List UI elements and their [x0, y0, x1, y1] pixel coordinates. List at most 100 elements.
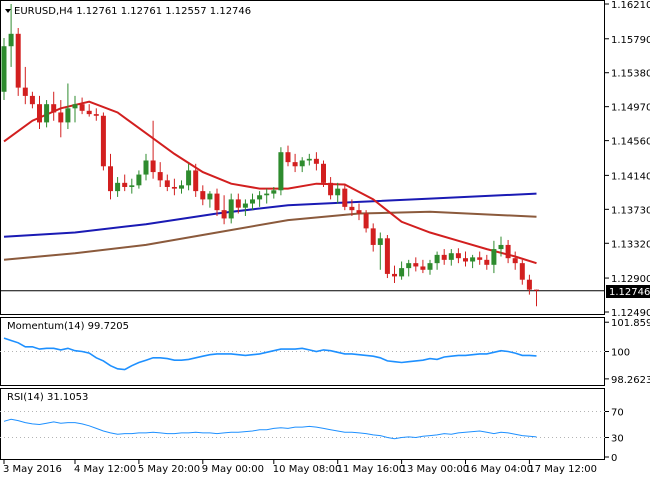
candle	[86, 104, 92, 117]
candle	[115, 177, 121, 197]
candle-body	[392, 273, 397, 277]
candle	[15, 28, 21, 96]
candle	[257, 191, 263, 207]
candle	[51, 91, 57, 121]
candle	[29, 91, 35, 109]
candle-body	[321, 163, 326, 183]
candle-body	[477, 257, 483, 260]
candle	[108, 153, 113, 200]
candle-body	[406, 263, 412, 269]
candle-body	[328, 182, 334, 196]
candle	[434, 251, 440, 270]
price-tick-label: 1.16210	[611, 0, 650, 11]
candle-body	[526, 279, 532, 290]
price-tick-label: 1.13320	[611, 239, 650, 250]
rsi-line	[3, 418, 537, 440]
candle	[164, 174, 170, 192]
candle-body	[413, 263, 419, 267]
candle	[335, 182, 341, 204]
symbol-header: EURUSD,H4 1.12761 1.12761 1.12557 1.1274…	[14, 6, 251, 17]
candle-body	[342, 188, 348, 207]
candle-body	[512, 258, 518, 264]
candle-body	[29, 95, 35, 105]
candle-body	[186, 170, 192, 186]
momentum-tick-label: 100	[611, 348, 630, 359]
candle	[321, 160, 326, 187]
candle	[484, 254, 490, 270]
candle	[271, 186, 277, 199]
candle-body	[228, 199, 234, 219]
candle	[44, 100, 50, 128]
candle	[377, 232, 383, 270]
candle-body	[498, 244, 504, 250]
candle	[200, 185, 206, 206]
momentum-tick-label: 98.2623	[611, 375, 650, 386]
candle	[392, 265, 397, 284]
candle	[100, 112, 106, 171]
candle	[299, 157, 305, 173]
candle-body	[8, 33, 14, 47]
candle-body	[179, 185, 184, 189]
candle-body	[214, 193, 220, 211]
candle-body	[122, 182, 128, 187]
candle-body	[427, 263, 433, 270]
candle-body	[200, 191, 206, 200]
candle-body	[100, 115, 106, 167]
candle	[463, 251, 468, 267]
candle	[285, 145, 291, 167]
candle-body	[250, 199, 255, 204]
time-tick-label: 3 May 2016	[3, 464, 62, 475]
candle-body	[79, 104, 85, 111]
candle	[150, 120, 156, 179]
candle	[498, 236, 504, 257]
rsi-tick-label: 70	[611, 408, 624, 419]
candle	[342, 185, 348, 211]
time-tick-label: 16 May 04:00	[465, 464, 534, 475]
candle-body	[292, 162, 298, 167]
rsi-label: RSI(14) 31.1053	[7, 392, 88, 403]
candle-body	[420, 266, 426, 270]
candle-body	[441, 254, 447, 260]
candle	[427, 259, 433, 275]
time-tick-label: 9 May 00:00	[202, 464, 264, 475]
candle-body	[299, 160, 305, 167]
time-tick-label: 17 May 12:00	[528, 464, 597, 475]
candle-body	[164, 180, 170, 187]
candle	[491, 240, 497, 274]
candle	[384, 235, 390, 279]
price-tick-label: 1.14560	[611, 137, 650, 148]
indicator-layer	[3, 337, 537, 440]
time-tick-label: 11 May 16:00	[337, 464, 406, 475]
candle-body	[519, 263, 525, 280]
price-tick-label: 1.14970	[611, 103, 650, 114]
candle	[306, 153, 312, 166]
candle	[526, 274, 532, 295]
rsi-panel	[0, 388, 605, 460]
candle	[157, 162, 163, 187]
candle-body	[463, 258, 468, 262]
candle	[129, 178, 135, 194]
price-tick-label: 1.14140	[611, 171, 650, 182]
candle	[179, 180, 184, 194]
candle-body	[455, 253, 461, 259]
candle-body	[285, 152, 291, 163]
candle-body	[257, 195, 263, 200]
axis-labels: 1.16210 1.15790 1.15380 1.14970 1.14560 1.141…	[3, 0, 650, 475]
candle	[37, 95, 42, 130]
candle-body	[65, 108, 71, 123]
price-tick-label: 1.15380	[611, 69, 650, 80]
main-price-panel	[0, 0, 605, 315]
rsi-tick-label: 0	[611, 453, 617, 464]
candle-body	[150, 160, 156, 173]
candle	[93, 108, 99, 121]
candle-body	[207, 193, 213, 200]
candlestick-series	[1, 4, 539, 307]
candle	[22, 66, 28, 105]
time-tick-label: 10 May 08:00	[273, 464, 342, 475]
collapse-triangle-icon[interactable]	[5, 9, 11, 13]
candle-body	[93, 114, 99, 116]
candle-body	[356, 210, 362, 214]
candle	[8, 4, 14, 67]
candle	[406, 259, 412, 277]
